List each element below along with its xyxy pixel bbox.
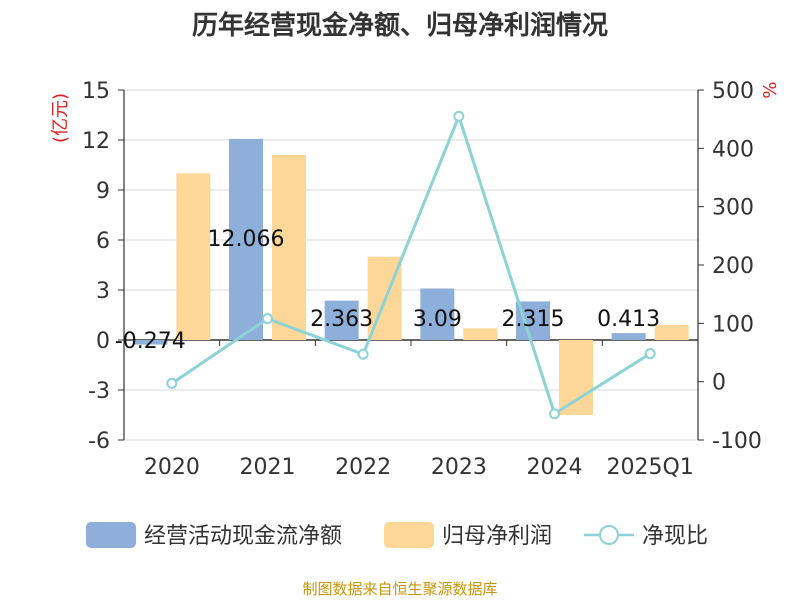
left-tick-label: 15 — [82, 79, 110, 104]
right-tick-label: 300 — [712, 196, 754, 221]
right-tick-label: -100 — [712, 429, 762, 454]
legend-net-profit-swatch — [384, 522, 434, 548]
right-tick-label: 0 — [712, 371, 726, 396]
legend: 经营活动现金流净额 归母净利润 净现比 — [86, 522, 708, 549]
ratio-line — [166, 110, 656, 420]
category-label: 2022 — [335, 455, 391, 480]
ratio-point — [357, 348, 369, 360]
operating-cash-bar — [420, 288, 455, 340]
left-axis-unit: (亿元) — [50, 93, 71, 143]
left-tick-label: 6 — [96, 229, 110, 254]
ratio-point — [166, 377, 178, 389]
category-label: 2025Q1 — [607, 455, 694, 480]
source-note: 制图数据来自恒生聚源数据库 — [302, 580, 497, 598]
chart-title: 历年经营现金净额、归母净利润情况 — [192, 10, 608, 41]
right-tick-label: 100 — [712, 312, 754, 337]
net-profit-bar — [654, 325, 689, 340]
left-tick-label: -3 — [88, 379, 110, 404]
left-tick-label: 3 — [96, 279, 110, 304]
legend-operating-cash-swatch — [86, 522, 136, 548]
operating-cash-bar — [133, 340, 168, 345]
bars — [133, 138, 689, 415]
operating-cash-value-label: 2.315 — [502, 307, 565, 332]
operating-cash-bar — [611, 333, 646, 340]
net-profit-bar — [559, 340, 593, 415]
right-tick-label: 400 — [712, 137, 754, 162]
left-tick-label: 0 — [96, 329, 110, 354]
category-label: 2020 — [144, 455, 200, 480]
legend-ratio-label: 净现比 — [642, 524, 708, 549]
left-tick-label: -6 — [88, 429, 110, 454]
right-tick-label: 200 — [712, 254, 754, 279]
ratio-point — [549, 408, 560, 420]
category-label: 2024 — [527, 455, 583, 480]
net-profit-bar — [176, 173, 211, 340]
grid-lines — [124, 89, 698, 441]
category-label: 2023 — [431, 455, 487, 480]
operating-cash-value-label: 3.09 — [413, 307, 462, 332]
net-profit-bar — [463, 328, 498, 340]
operating-cash-value-label: 0.413 — [597, 307, 660, 332]
right-axis-unit: % — [760, 81, 781, 98]
ratio-polyline — [170, 111, 651, 417]
legend-operating-cash-label: 经营活动现金流净额 — [144, 524, 342, 549]
net-profit-bar — [272, 155, 306, 340]
legend-ratio-swatch-marker — [599, 525, 619, 545]
ratio-point — [262, 313, 273, 325]
legend-net-profit-label: 归母净利润 — [442, 524, 552, 549]
operating-cash-bar — [324, 300, 359, 340]
operating-cash-value-label: 2.363 — [310, 307, 373, 332]
operating-cash-value-label: 12.066 — [208, 227, 285, 252]
left-tick-label: 12 — [82, 129, 110, 154]
left-tick-label: 9 — [96, 179, 110, 204]
tick-labels: -6 -3 0 3 6 9 12 15 -100 0 100 200 300 400 500 2020 2021… — [82, 79, 762, 480]
ratio-point — [453, 110, 465, 122]
operating-cash-value-label: -0.274 — [115, 329, 186, 354]
data-labels: -0.274 12.066 2.363 3.09 2.315 0.413 — [115, 227, 660, 354]
ratio-point — [644, 348, 656, 360]
right-tick-label: 500 — [712, 79, 754, 104]
axes — [118, 89, 704, 441]
operating-cash-bar — [229, 138, 263, 340]
category-label: 2021 — [240, 455, 296, 480]
